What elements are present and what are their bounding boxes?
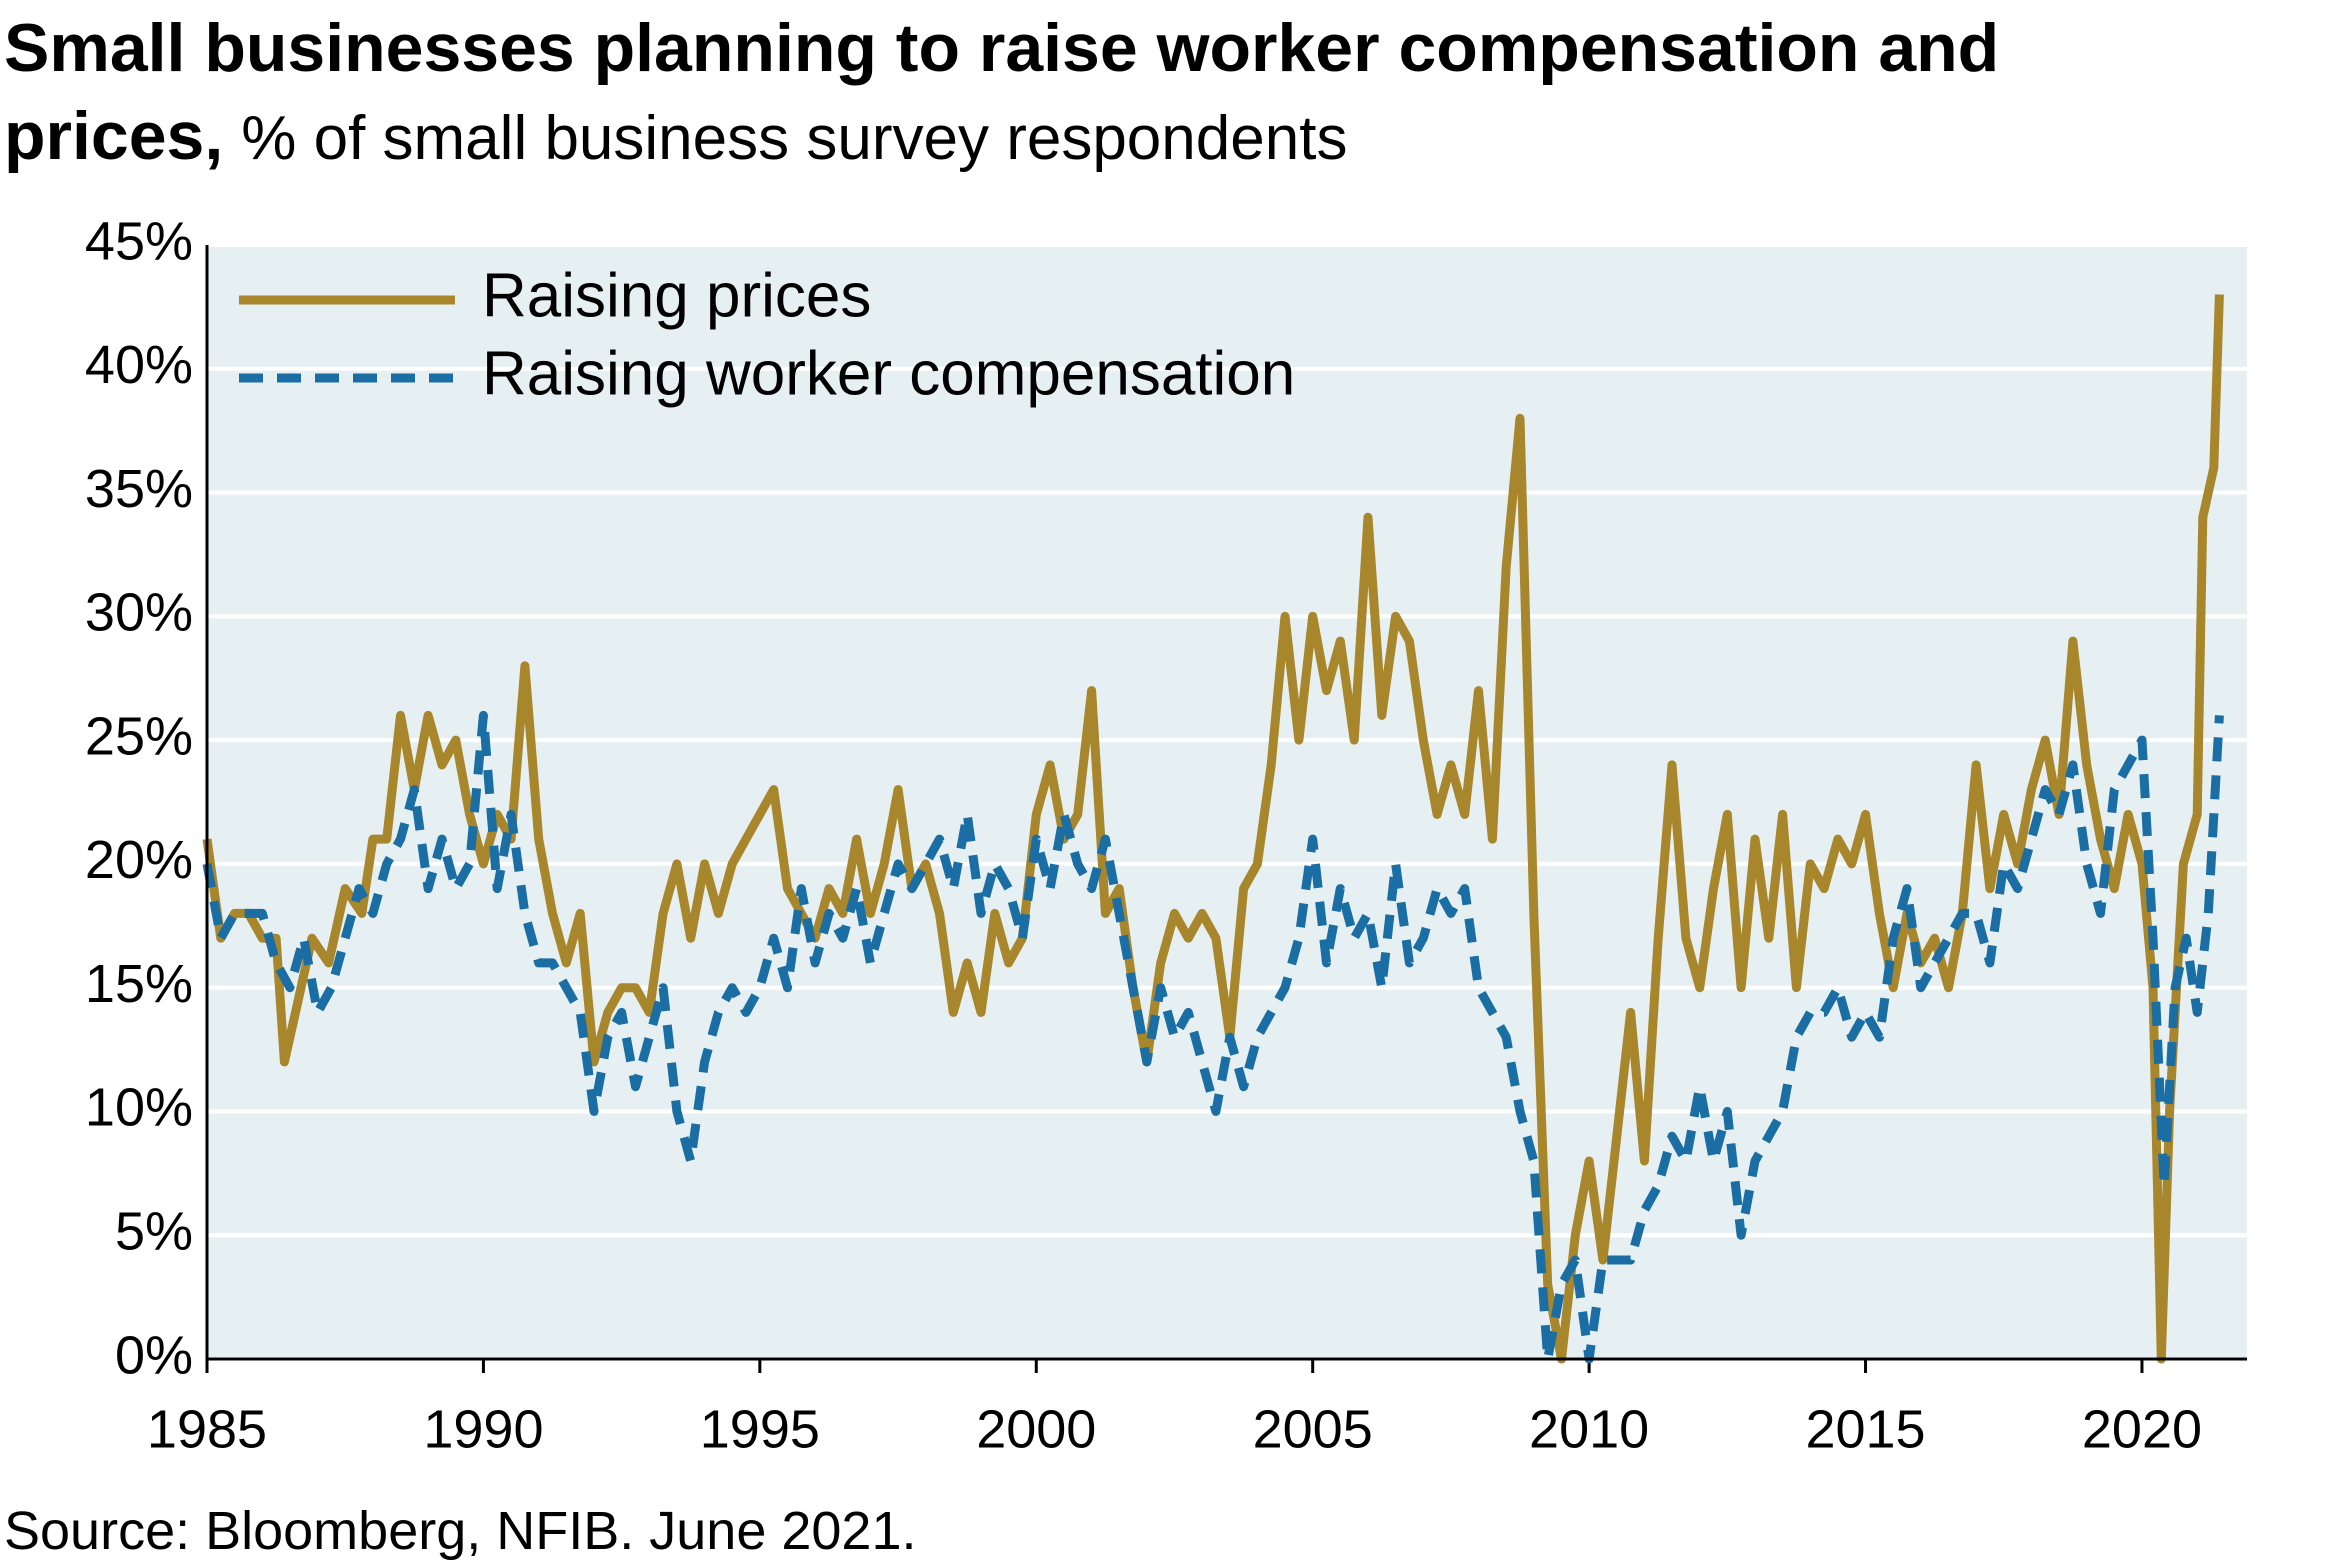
legend-label: Raising worker compensation	[482, 339, 1295, 408]
y-tick-label: 0%	[115, 1325, 193, 1385]
series-line	[202, 710, 2224, 1364]
x-tick-label: 2010	[1529, 1399, 1649, 1459]
x-tick-label: 2020	[2082, 1399, 2202, 1459]
x-tick-label: 2005	[1253, 1399, 1373, 1459]
y-tick-label: 45%	[85, 211, 193, 271]
legend-label: Raising prices	[482, 261, 871, 330]
x-tick-label: 1985	[147, 1399, 267, 1459]
x-tick-label: 1990	[423, 1399, 543, 1459]
chart-heading: Small businesses planning to raise worke…	[4, 4, 2254, 183]
y-tick-label: 20%	[85, 830, 193, 890]
x-tick-label: 1995	[700, 1399, 820, 1459]
y-tick-label: 30%	[85, 583, 193, 643]
y-tick-label: 35%	[85, 459, 193, 519]
plot-background	[207, 245, 2247, 1359]
x-tick-label: 2000	[976, 1399, 1096, 1459]
y-tick-label: 5%	[115, 1201, 193, 1261]
y-tick-label: 15%	[85, 954, 193, 1014]
y-tick-label: 10%	[85, 1078, 193, 1138]
source-note: Source: Bloomberg, NFIB. June 2021.	[4, 1501, 917, 1561]
chart-subtitle: % of small business survey respondents	[241, 104, 1348, 173]
y-tick-label: 40%	[85, 335, 193, 395]
chart-title: Small businesses planning to raise worke…	[4, 10, 2000, 174]
y-tick-label: 25%	[85, 706, 193, 766]
x-tick-label: 2015	[1805, 1399, 1925, 1459]
